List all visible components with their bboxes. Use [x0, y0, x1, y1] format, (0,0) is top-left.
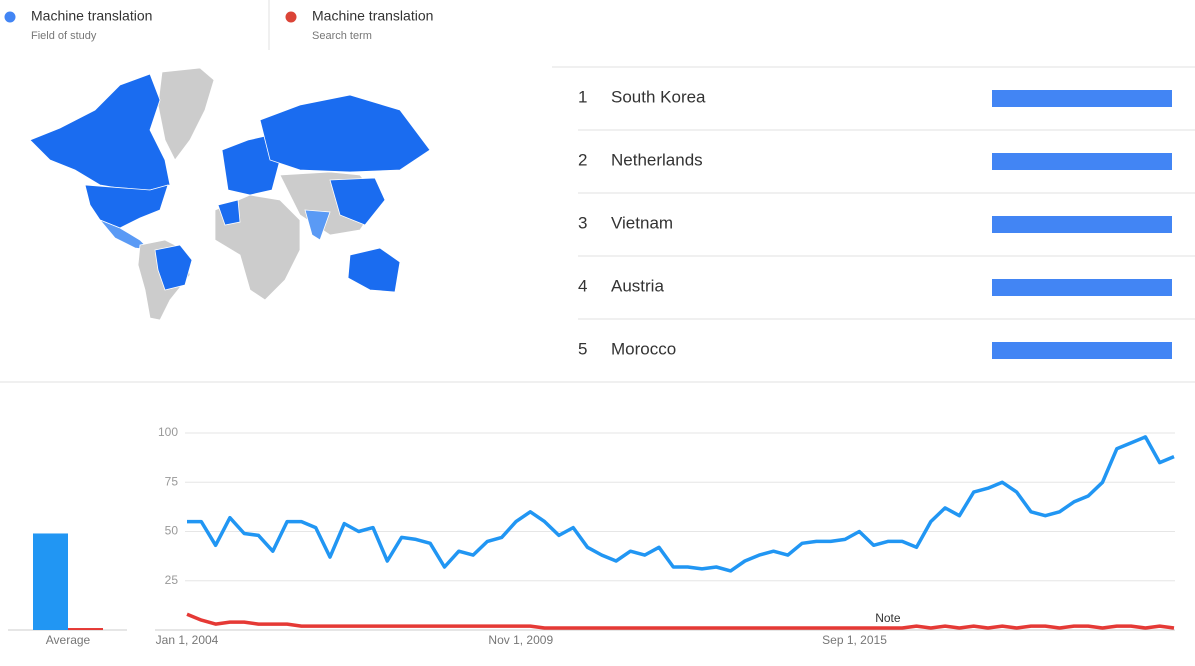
- legend-subtitle: Field of study: [31, 30, 97, 42]
- rank-number: 5: [578, 339, 587, 358]
- y-tick-label: 75: [165, 474, 179, 488]
- rank-bar: [992, 153, 1172, 170]
- country-name: Netherlands: [611, 150, 703, 169]
- y-tick-label: 100: [158, 425, 178, 439]
- rank-bar: [992, 342, 1172, 359]
- rank-number: 1: [578, 87, 587, 106]
- canada: [29, 73, 171, 191]
- legend-name: Machine translation: [312, 8, 433, 24]
- country-name: South Korea: [611, 87, 706, 106]
- rank-number: 2: [578, 150, 587, 169]
- y-tick-label: 25: [165, 573, 179, 587]
- india: [304, 209, 331, 241]
- annotation: Note: [875, 611, 901, 625]
- trend-line: [187, 435, 1175, 573]
- russia: [259, 94, 431, 173]
- legend-dot: [285, 11, 297, 23]
- trend-line: [186, 612, 1175, 630]
- brazil: [154, 244, 193, 291]
- x-tick-label: Sep 1, 2015: [822, 633, 887, 647]
- x-tick-label: Nov 1, 2009: [488, 633, 553, 647]
- country-name: Austria: [611, 276, 664, 295]
- average-bar: [68, 628, 103, 631]
- y-tick-label: 50: [165, 524, 179, 538]
- rank-number: 3: [578, 213, 587, 232]
- x-tick-label: Jan 1, 2004: [156, 633, 219, 647]
- rank-bar: [992, 216, 1172, 233]
- average-bar: [33, 533, 68, 630]
- category-label: Average: [46, 633, 91, 647]
- world-map: [29, 67, 431, 321]
- country-name: Vietnam: [611, 213, 673, 232]
- usa: [84, 184, 169, 229]
- legend-dot: [4, 11, 16, 23]
- country-name: Morocco: [611, 339, 676, 358]
- rank-number: 4: [578, 276, 587, 295]
- china: [329, 177, 386, 226]
- rank-bar: [992, 279, 1172, 296]
- rank-bar: [992, 90, 1172, 107]
- morocco: [217, 199, 241, 226]
- legend-name: Machine translation: [31, 8, 152, 24]
- legend-subtitle: Search term: [312, 30, 372, 42]
- australia: [347, 247, 401, 293]
- greenland: [157, 67, 215, 161]
- europe: [221, 134, 281, 196]
